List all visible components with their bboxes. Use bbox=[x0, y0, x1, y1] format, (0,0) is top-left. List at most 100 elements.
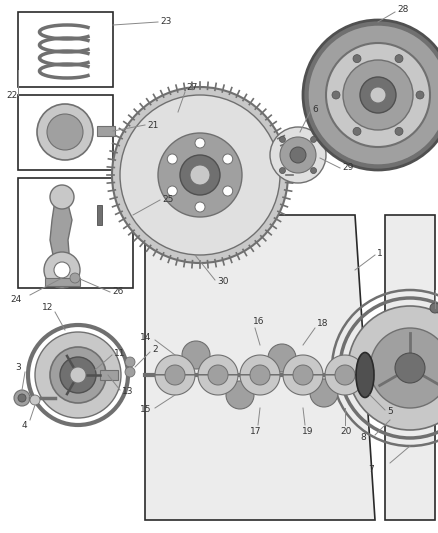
Circle shape bbox=[18, 394, 26, 402]
Circle shape bbox=[182, 341, 210, 369]
Polygon shape bbox=[145, 215, 375, 520]
Text: 15: 15 bbox=[140, 406, 152, 415]
Circle shape bbox=[167, 186, 177, 196]
Text: 11: 11 bbox=[114, 349, 126, 358]
Circle shape bbox=[158, 133, 242, 217]
Circle shape bbox=[311, 167, 317, 174]
Text: 24: 24 bbox=[10, 295, 21, 304]
Circle shape bbox=[195, 202, 205, 212]
Circle shape bbox=[360, 77, 396, 113]
Bar bbox=[18, 95, 113, 170]
Circle shape bbox=[125, 367, 135, 377]
Circle shape bbox=[223, 154, 233, 164]
Text: 23: 23 bbox=[160, 18, 171, 27]
Circle shape bbox=[70, 367, 86, 383]
Text: 2: 2 bbox=[152, 345, 158, 354]
Text: 17: 17 bbox=[250, 427, 261, 437]
Polygon shape bbox=[283, 375, 323, 395]
Text: 21: 21 bbox=[147, 120, 159, 130]
Circle shape bbox=[335, 365, 355, 385]
Circle shape bbox=[353, 54, 361, 62]
Circle shape bbox=[165, 365, 185, 385]
Circle shape bbox=[223, 186, 233, 196]
Circle shape bbox=[195, 138, 205, 148]
Circle shape bbox=[180, 155, 220, 195]
Circle shape bbox=[353, 127, 361, 135]
Circle shape bbox=[395, 54, 403, 62]
Circle shape bbox=[157, 357, 193, 393]
Circle shape bbox=[416, 91, 424, 99]
Circle shape bbox=[242, 357, 278, 393]
Circle shape bbox=[112, 87, 288, 263]
Text: 16: 16 bbox=[253, 318, 265, 327]
Circle shape bbox=[430, 303, 438, 313]
Bar bbox=[45, 278, 80, 286]
Circle shape bbox=[270, 127, 326, 183]
Polygon shape bbox=[155, 355, 195, 375]
Circle shape bbox=[44, 252, 80, 288]
Text: 12: 12 bbox=[42, 303, 53, 312]
Circle shape bbox=[120, 95, 280, 255]
Circle shape bbox=[37, 104, 93, 160]
Text: 28: 28 bbox=[397, 5, 408, 14]
Text: 18: 18 bbox=[317, 319, 328, 327]
Circle shape bbox=[268, 344, 296, 372]
Text: 5: 5 bbox=[387, 408, 393, 416]
Bar bbox=[97, 205, 102, 225]
Circle shape bbox=[200, 357, 236, 393]
Circle shape bbox=[348, 306, 438, 430]
Circle shape bbox=[370, 328, 438, 408]
Circle shape bbox=[50, 185, 74, 209]
Circle shape bbox=[70, 273, 80, 283]
Circle shape bbox=[327, 357, 363, 393]
Text: 1: 1 bbox=[377, 248, 383, 257]
Circle shape bbox=[326, 43, 430, 147]
Text: 6: 6 bbox=[312, 106, 318, 115]
Text: 27: 27 bbox=[186, 84, 198, 93]
Circle shape bbox=[332, 91, 340, 99]
Circle shape bbox=[343, 60, 413, 130]
Circle shape bbox=[279, 167, 286, 174]
Bar bbox=[18, 12, 113, 87]
Circle shape bbox=[308, 25, 438, 165]
Circle shape bbox=[208, 365, 228, 385]
Text: 7: 7 bbox=[368, 465, 374, 474]
Circle shape bbox=[285, 357, 321, 393]
Polygon shape bbox=[155, 375, 195, 395]
Polygon shape bbox=[198, 355, 238, 375]
Text: 3: 3 bbox=[15, 364, 21, 373]
Polygon shape bbox=[325, 355, 365, 375]
Text: 29: 29 bbox=[342, 164, 353, 173]
Circle shape bbox=[250, 365, 270, 385]
Polygon shape bbox=[240, 355, 280, 375]
Circle shape bbox=[30, 395, 40, 405]
Polygon shape bbox=[325, 375, 365, 395]
Circle shape bbox=[226, 381, 254, 409]
Text: 26: 26 bbox=[112, 287, 124, 296]
Text: 22: 22 bbox=[6, 91, 17, 100]
Circle shape bbox=[280, 137, 316, 173]
Text: 20: 20 bbox=[340, 427, 351, 437]
Circle shape bbox=[14, 390, 30, 406]
Circle shape bbox=[311, 136, 317, 142]
Polygon shape bbox=[283, 355, 323, 375]
Circle shape bbox=[60, 357, 96, 393]
Polygon shape bbox=[50, 192, 72, 278]
Circle shape bbox=[395, 353, 425, 383]
Bar bbox=[100, 370, 118, 380]
Circle shape bbox=[310, 379, 338, 407]
Text: 14: 14 bbox=[140, 334, 152, 343]
Circle shape bbox=[167, 154, 177, 164]
Bar bbox=[18, 178, 133, 288]
Circle shape bbox=[303, 20, 438, 170]
Circle shape bbox=[125, 357, 135, 367]
Ellipse shape bbox=[356, 352, 374, 398]
Circle shape bbox=[47, 114, 83, 150]
Circle shape bbox=[50, 347, 106, 403]
Circle shape bbox=[293, 365, 313, 385]
Circle shape bbox=[35, 332, 121, 418]
Circle shape bbox=[395, 127, 403, 135]
Circle shape bbox=[290, 147, 306, 163]
Text: 25: 25 bbox=[162, 196, 173, 205]
Text: 13: 13 bbox=[122, 387, 134, 397]
